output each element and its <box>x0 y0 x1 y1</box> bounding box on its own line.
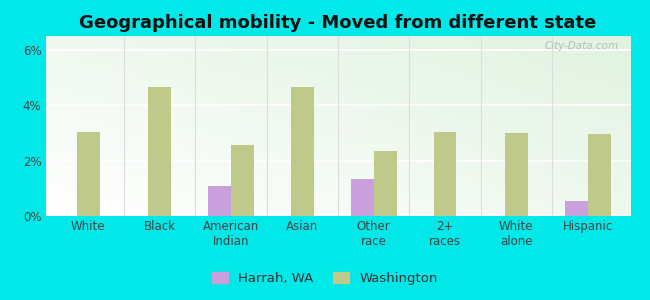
Bar <box>291 87 314 216</box>
Bar <box>374 151 396 216</box>
Bar <box>565 201 588 216</box>
Bar <box>208 185 231 216</box>
Legend: Harrah, WA, Washington: Harrah, WA, Washington <box>207 267 443 290</box>
Bar <box>351 178 374 216</box>
Bar <box>505 133 528 216</box>
Title: Geographical mobility - Moved from different state: Geographical mobility - Moved from diffe… <box>79 14 597 32</box>
Text: City-Data.com: City-Data.com <box>545 41 619 51</box>
Bar <box>588 134 610 216</box>
Bar <box>148 87 171 216</box>
Bar <box>77 131 99 216</box>
Bar <box>231 146 254 216</box>
Bar <box>434 131 456 216</box>
